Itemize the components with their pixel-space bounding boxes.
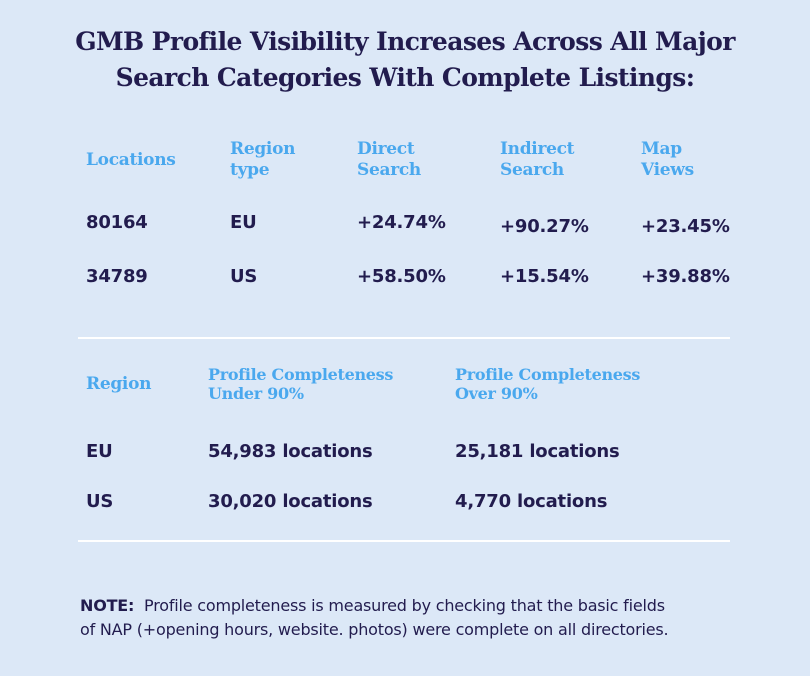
header-direct-search: Direct Search <box>357 139 421 180</box>
table1-row2-direct: +58.50% <box>357 266 446 287</box>
table2-row1-under: 54,983 locations <box>208 441 373 462</box>
divider <box>78 540 730 542</box>
table2-row2-under: 30,020 locations <box>208 491 373 512</box>
footnote-line-2: of NAP (+opening hours, website. photos)… <box>80 620 669 639</box>
header-map-views: Map Views <box>641 139 694 180</box>
table1-row1-region: EU <box>230 212 257 233</box>
table1-row1-indirect: +90.27% <box>500 216 589 237</box>
table1-row2-indirect: +15.54% <box>500 266 589 287</box>
footnote: NOTE: Profile completeness is measured b… <box>80 594 760 642</box>
table1-row1-map: +23.45% <box>641 216 730 237</box>
title-line-1: GMB Profile Visibility Increases Across … <box>75 27 735 56</box>
footnote-text-1: Profile completeness is measured by chec… <box>144 596 665 615</box>
table1-row1-locations: 80164 <box>86 212 148 233</box>
table1-row2-region: US <box>230 266 258 287</box>
divider <box>78 337 730 339</box>
table2-row2-over: 4,770 locations <box>455 491 608 512</box>
table1-row1-direct: +24.74% <box>357 212 446 233</box>
table1-row2-locations: 34789 <box>86 266 148 287</box>
header-indirect-search: Indirect Search <box>500 139 575 180</box>
table2-row1-region: EU <box>86 441 113 462</box>
table1-row2-map: +39.88% <box>641 266 730 287</box>
table2-row2-region: US <box>86 491 114 512</box>
header-region-type: Region type <box>230 139 296 180</box>
title-line-2: Search Categories With Complete Listings… <box>115 63 695 92</box>
header-region: Region <box>86 374 152 394</box>
header-locations: Locations <box>86 150 176 170</box>
header-completeness-over: Profile Completeness Over 90% <box>455 365 641 403</box>
footnote-label: NOTE: <box>80 596 135 615</box>
footnote-line-1: NOTE: Profile completeness is measured b… <box>80 594 760 618</box>
table2-row1-over: 25,181 locations <box>455 441 620 462</box>
page-title: GMB Profile Visibility Increases Across … <box>0 24 810 96</box>
header-completeness-under: Profile Completeness Under 90% <box>208 365 394 403</box>
